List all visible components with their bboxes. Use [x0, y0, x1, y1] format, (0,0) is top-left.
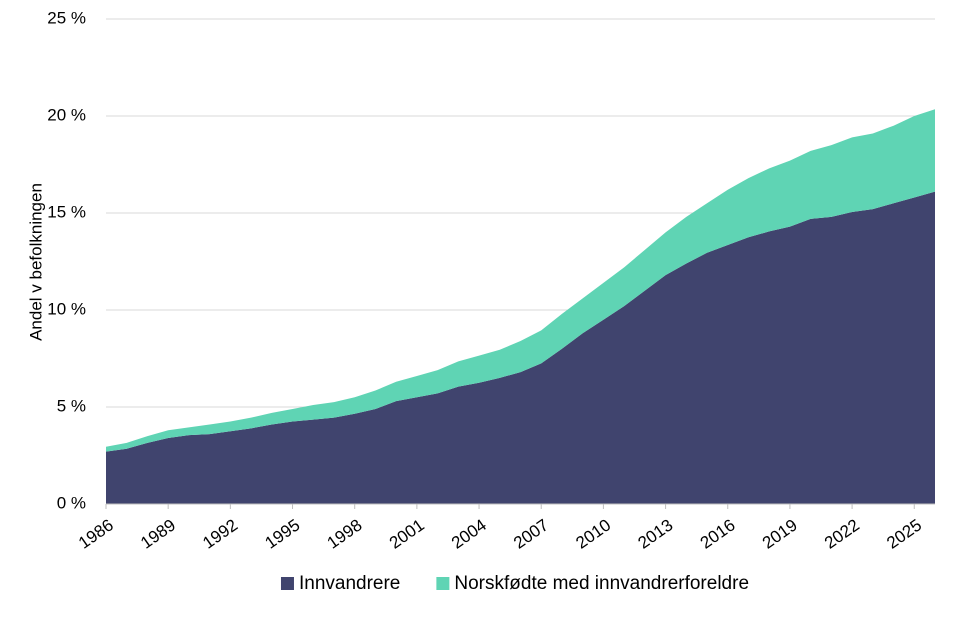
- x-tick-label: 1992: [199, 515, 241, 552]
- x-tick-label: 2025: [883, 515, 925, 552]
- area: [106, 191, 935, 504]
- legend-swatch: [280, 577, 294, 590]
- x-tick-label: 1989: [137, 515, 179, 552]
- legend-label: Norskfødte med innvandrerforeldre: [454, 573, 749, 594]
- x-tick-label: 2001: [386, 515, 428, 552]
- legend-label: Innvandrere: [299, 573, 400, 594]
- legend-swatch: [436, 577, 450, 590]
- area: [106, 109, 935, 452]
- x-tick-label: 2019: [759, 515, 801, 552]
- y-tick-label: 20 %: [47, 105, 86, 124]
- y-tick-label: 0 %: [57, 493, 86, 512]
- x-tick-label: 2007: [510, 515, 552, 552]
- x-tick-label: 1995: [262, 515, 304, 552]
- x-tick-label: 2016: [697, 515, 739, 552]
- y-tick-label: 15 %: [47, 202, 86, 221]
- x-tick-label: 2010: [572, 515, 614, 552]
- y-tick-label: 25 %: [47, 8, 86, 27]
- x-tick-label: 1986: [75, 515, 117, 552]
- y-tick-label: 5 %: [57, 396, 86, 415]
- y-tick-label: 10 %: [47, 299, 86, 318]
- x-tick-label: 2004: [448, 515, 490, 552]
- x-tick-label: 1998: [324, 515, 366, 552]
- x-tick-label: 2013: [635, 515, 677, 552]
- y-axis-label: Andel v befolkningen: [26, 183, 45, 341]
- x-tick-label: 2022: [821, 515, 863, 552]
